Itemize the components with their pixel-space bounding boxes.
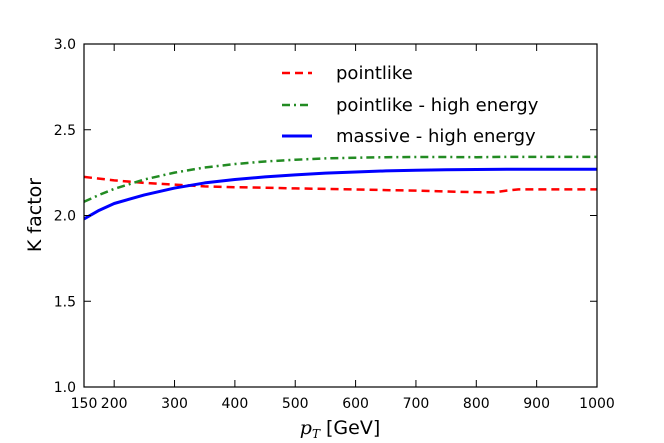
x-tick-label: 400 [222,396,249,412]
x-tick-label: 1000 [579,396,615,412]
x-tick-label: 700 [403,396,430,412]
y-tick-label: 1.0 [54,380,76,396]
legend-label-1: pointlike [336,63,413,84]
x-tick-label: 200 [101,396,128,412]
series-line-3 [84,167,597,221]
x-axis-variable: p [300,417,312,439]
x-tick-label: 600 [342,396,369,412]
series-line-2 [84,155,597,203]
x-tick-label: 800 [463,396,490,412]
x-tick-label: 150 [71,396,98,412]
legend: pointlike pointlike - high energy massive … [282,63,539,147]
x-axis-subscript: T [312,427,321,441]
y-tick-label: 1.5 [54,294,76,310]
y-tick-label: 2.0 [54,209,76,225]
series-layer [84,155,597,221]
series-line-1 [84,175,597,194]
x-tick-label: 300 [161,396,188,412]
y-tick-label: 2.5 [54,123,76,139]
y-tick-label: 3.0 [54,37,76,53]
x-axis-unit: [GeV] [320,417,380,439]
legend-label-2: pointlike - high energy [336,95,539,116]
x-tick-label: 900 [523,396,550,412]
ticks-layer [83,43,598,388]
tick-labels-layer: 150 200 300 400 500 600 700 800 900 1000 1.0 1.5 2.0… [54,37,615,412]
legend-label-3: massive - high energy [336,126,536,147]
y-axis-label: K factor [24,178,46,252]
x-axis-label: pT [GeV] [300,417,380,441]
x-tick-label: 500 [282,396,309,412]
